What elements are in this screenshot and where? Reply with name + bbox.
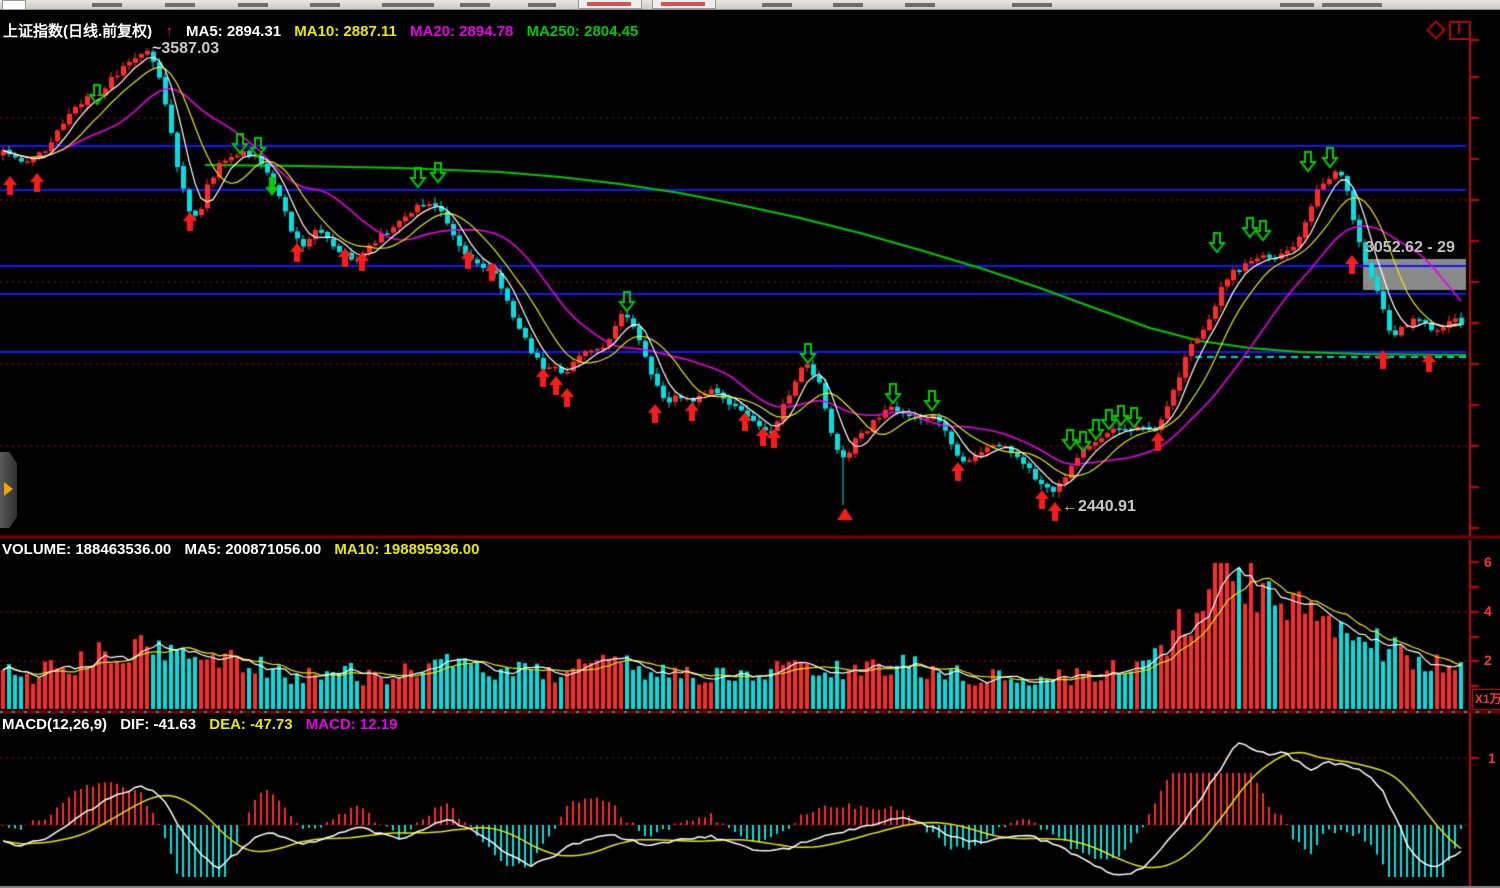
- ma20-value: MA20: 2894.78: [410, 23, 514, 40]
- dea-value: DEA: -47.73: [209, 716, 293, 733]
- menu-text-fragment: [165, 3, 195, 7]
- menu-text-fragment: [1012, 3, 1052, 7]
- menu-text-fragment: [310, 3, 340, 7]
- macd-value: MACD: 12.19: [305, 716, 398, 733]
- macd-params: MACD(12,26,9): [2, 716, 108, 733]
- ma250-value: MA250: 2804.45: [526, 23, 639, 40]
- sidebar-expand-handle[interactable]: [0, 452, 17, 528]
- main-chart-header: 上证指数(日线.前复权) ↑ MA5: 2894.31 MA10: 2887.1…: [3, 20, 647, 41]
- volume-axis-label: 4: [1484, 603, 1492, 619]
- menu-text-fragment: [905, 3, 935, 7]
- menu-text-fragment: [460, 3, 490, 7]
- menu-text-fragment: [528, 3, 556, 7]
- menu-bar[interactable]: [0, 0, 1500, 10]
- menu-logo-box: [2, 0, 26, 10]
- instrument-title: 上证指数(日线.前复权): [3, 23, 153, 40]
- window-panes-icon[interactable]: [1449, 21, 1471, 40]
- volume-axis-label: 6: [1484, 554, 1492, 570]
- menu-text-fragment: [382, 3, 434, 7]
- macd-header: MACD(12,26,9) DIF: -41.63 DEA: -47.73 MA…: [2, 716, 406, 733]
- volume-value: VOLUME: 188463536.00: [2, 541, 172, 558]
- menu-text-fragment: [833, 3, 863, 7]
- volume-ma10-value: MA10: 198895936.00: [334, 541, 480, 558]
- volume-header: VOLUME: 188463536.00 MA5: 200871056.00 M…: [2, 541, 488, 558]
- high-price-annotation: ~3587.03: [152, 40, 220, 57]
- dif-value: DIF: -41.63: [120, 716, 197, 733]
- menu-text-fragment: [1322, 3, 1382, 7]
- trend-up-icon: ↑: [165, 23, 173, 40]
- volume-ma5-value: MA5: 200871056.00: [184, 541, 322, 558]
- menu-button-label-fragment: [587, 2, 631, 6]
- ma10-value: MA10: 2887.11: [294, 23, 397, 40]
- low-price-annotation: ←2440.91: [1062, 498, 1136, 515]
- menu-text-fragment: [92, 3, 122, 7]
- menu-button-label-fragment: [661, 2, 705, 6]
- menu-button[interactable]: [578, 0, 642, 9]
- ma5-value: MA5: 2894.31: [186, 23, 282, 40]
- menu-button[interactable]: [652, 0, 716, 9]
- volume-unit-label: X1万: [1472, 689, 1500, 710]
- menu-text-fragment: [238, 3, 268, 7]
- macd-axis-label: 1: [1488, 750, 1496, 766]
- menu-text-fragment: [762, 3, 792, 7]
- selection-range-label: 3052.62 - 29: [1365, 239, 1455, 256]
- volume-axis-label: 2: [1484, 652, 1492, 668]
- menu-text-fragment: [1280, 3, 1314, 7]
